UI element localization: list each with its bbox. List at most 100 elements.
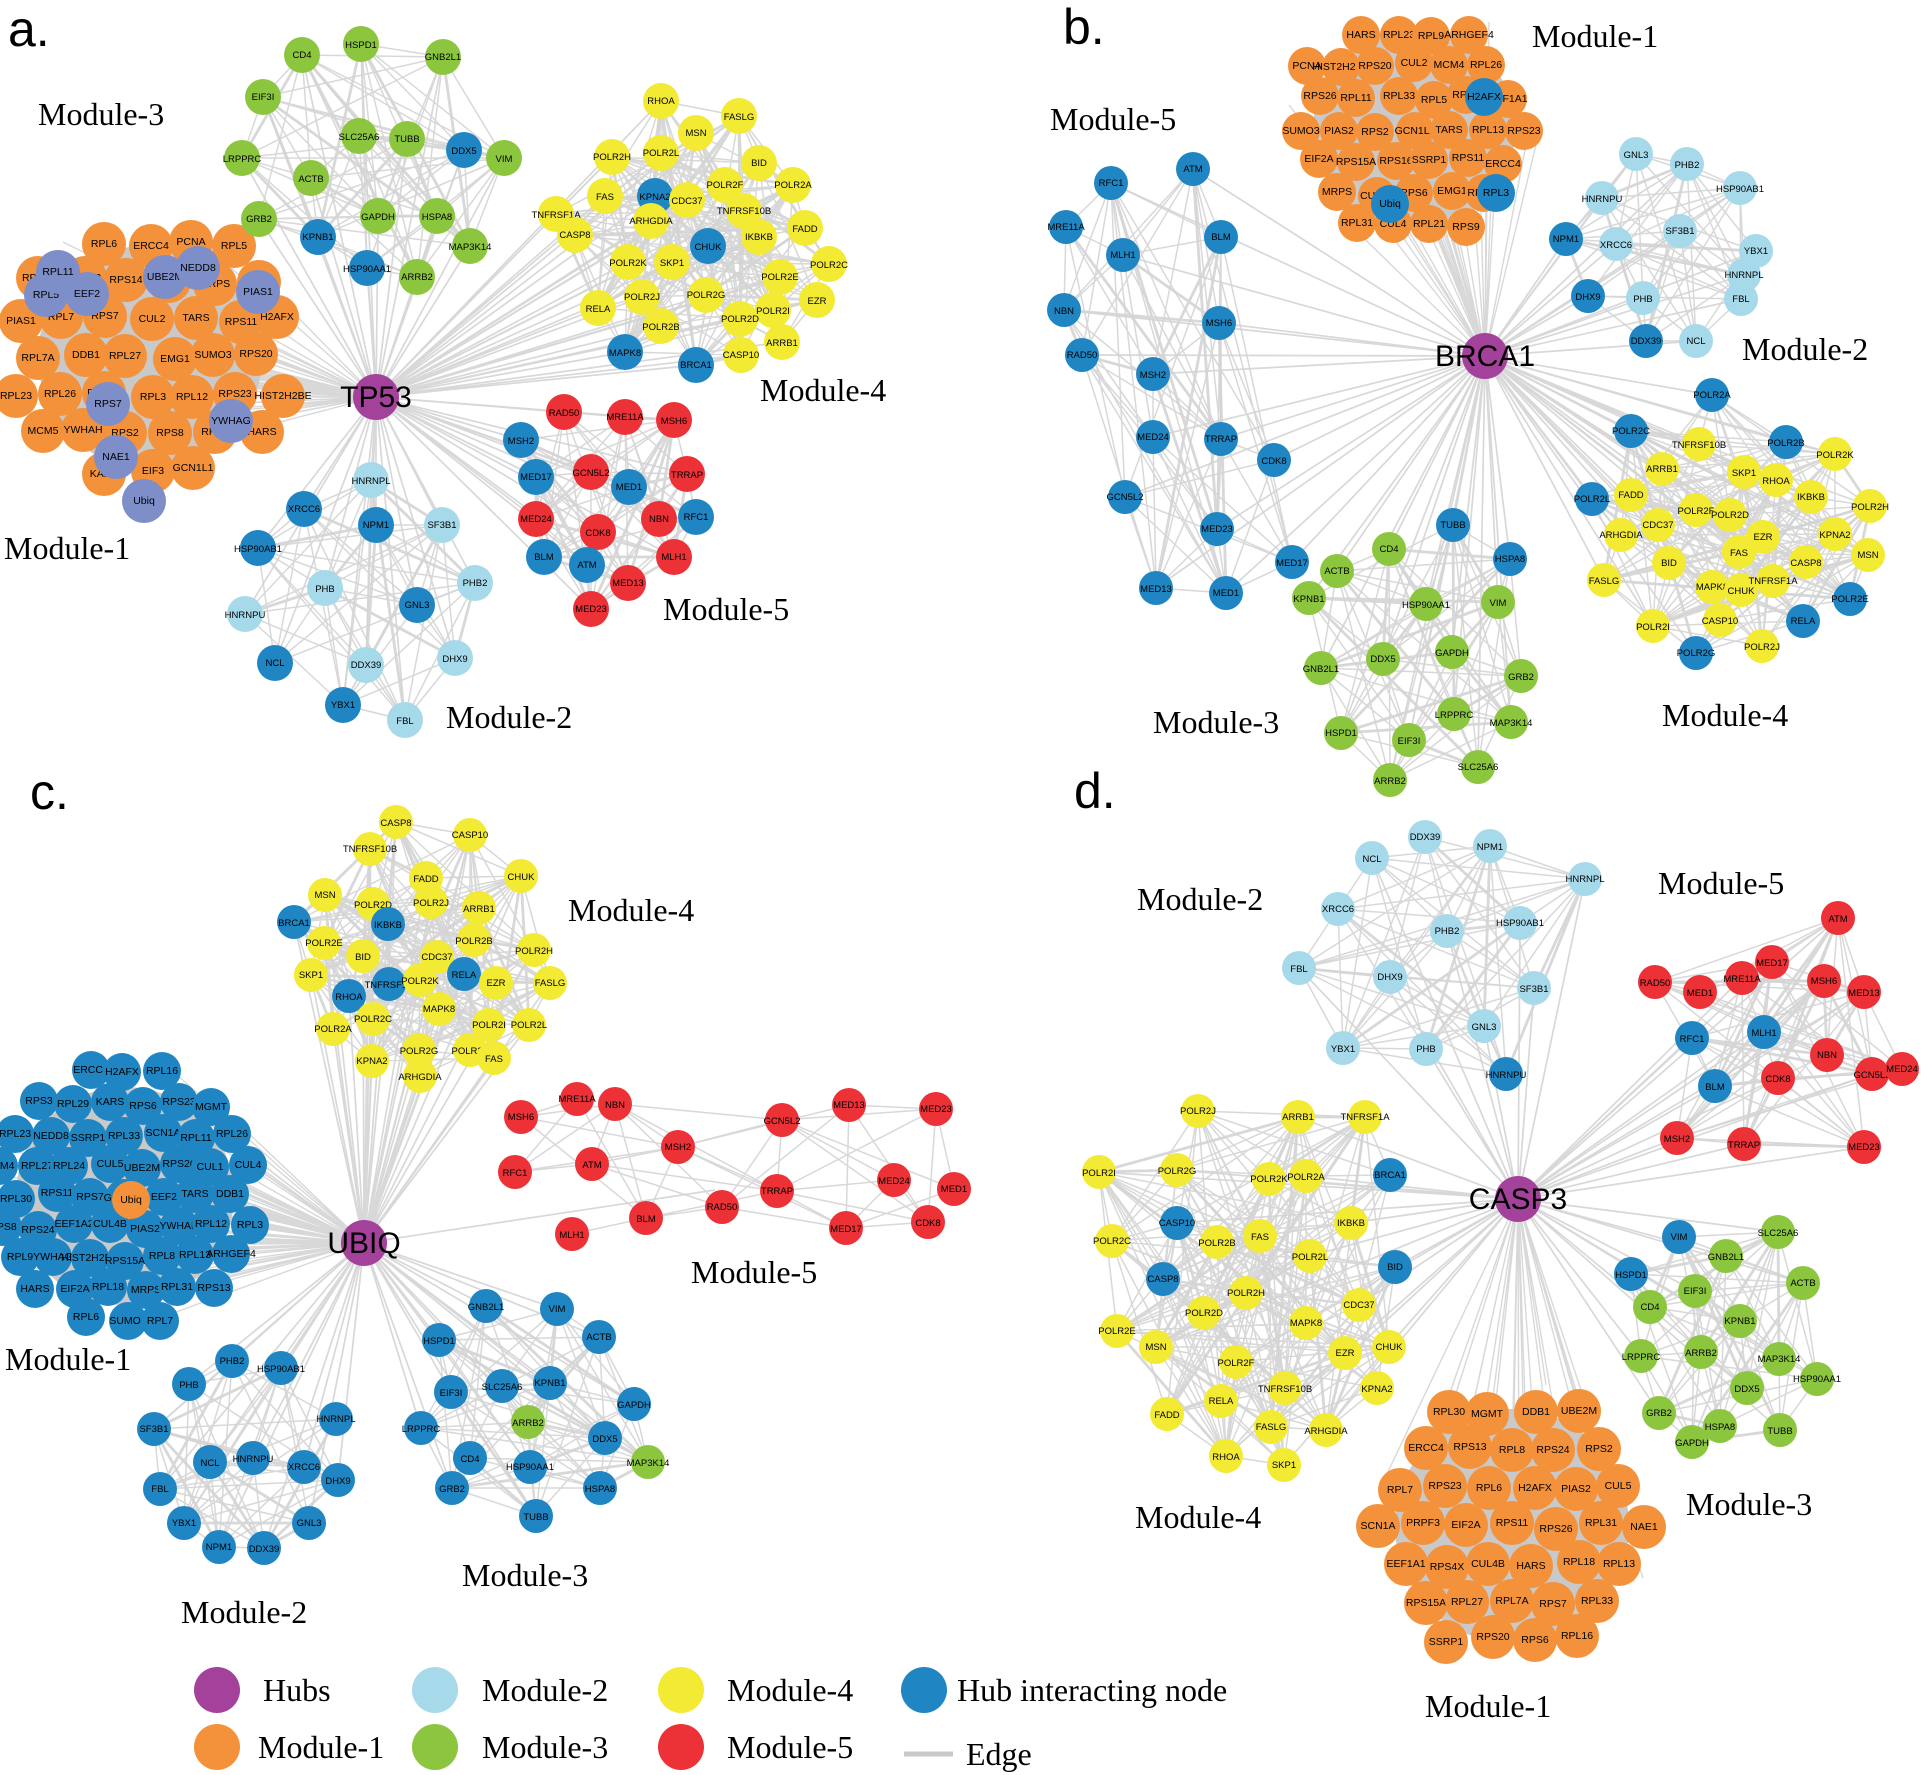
svg-text:HSPA8: HSPA8 bbox=[1495, 554, 1525, 565]
svg-text:RPS24: RPS24 bbox=[1536, 1444, 1569, 1456]
svg-text:RELA: RELA bbox=[586, 304, 611, 315]
svg-text:MAP3K14: MAP3K14 bbox=[1490, 718, 1533, 729]
svg-text:KPNA2: KPNA2 bbox=[1361, 1384, 1392, 1395]
svg-text:LRPPRC: LRPPRC bbox=[223, 154, 262, 165]
svg-text:HARS: HARS bbox=[247, 426, 276, 438]
svg-text:POLR2C: POLR2C bbox=[354, 1014, 392, 1025]
svg-text:BLM: BLM bbox=[1705, 1082, 1725, 1093]
svg-text:RPL26: RPL26 bbox=[1470, 59, 1502, 71]
svg-text:EIF2A: EIF2A bbox=[1304, 153, 1333, 165]
svg-text:POLR2F: POLR2F bbox=[707, 180, 744, 191]
svg-text:POLR2K: POLR2K bbox=[401, 976, 439, 987]
svg-text:TNFRSF10B: TNFRSF10B bbox=[343, 844, 397, 855]
svg-text:RHOA: RHOA bbox=[335, 992, 363, 1003]
svg-text:RPL11: RPL11 bbox=[180, 1132, 211, 1144]
svg-text:MSH6: MSH6 bbox=[1811, 976, 1837, 987]
svg-text:RPL7A: RPL7A bbox=[21, 352, 54, 364]
svg-text:POLR2E: POLR2E bbox=[761, 272, 799, 283]
svg-text:MRPS: MRPS bbox=[131, 1284, 161, 1296]
svg-text:RAD50: RAD50 bbox=[707, 1202, 738, 1213]
svg-text:HARS: HARS bbox=[1346, 29, 1375, 41]
svg-text:Edge: Edge bbox=[966, 1736, 1032, 1772]
svg-text:TRRAP: TRRAP bbox=[1205, 434, 1237, 445]
svg-text:RPL3: RPL3 bbox=[237, 1219, 263, 1231]
svg-text:EEF2: EEF2 bbox=[74, 288, 100, 300]
svg-text:YWHAH: YWHAH bbox=[63, 424, 102, 436]
svg-text:RPS3: RPS3 bbox=[25, 1095, 53, 1107]
svg-text:SLC25A6: SLC25A6 bbox=[339, 132, 380, 143]
svg-text:XRCC6: XRCC6 bbox=[1322, 904, 1354, 915]
svg-text:Module-4: Module-4 bbox=[727, 1672, 853, 1708]
svg-text:ARRB1: ARRB1 bbox=[1282, 1112, 1314, 1123]
svg-text:YBX1: YBX1 bbox=[1744, 246, 1768, 257]
svg-text:RAD50: RAD50 bbox=[549, 408, 580, 419]
svg-text:TNFRSF10B: TNFRSF10B bbox=[717, 206, 771, 217]
svg-text:POLR2I: POLR2I bbox=[472, 1020, 506, 1031]
svg-text:HNRNPL: HNRNPL bbox=[351, 476, 390, 487]
svg-text:MSH2: MSH2 bbox=[665, 1142, 691, 1153]
svg-text:RPS8: RPS8 bbox=[0, 1221, 17, 1233]
svg-text:SLC25A6: SLC25A6 bbox=[1458, 762, 1499, 773]
svg-text:Hubs: Hubs bbox=[263, 1672, 331, 1708]
svg-text:TUBB: TUBB bbox=[394, 134, 419, 145]
svg-text:FBL: FBL bbox=[1732, 294, 1749, 305]
svg-text:RPL31: RPL31 bbox=[161, 1281, 193, 1293]
svg-text:HARS: HARS bbox=[20, 1283, 49, 1295]
svg-text:RPL31: RPL31 bbox=[1585, 1517, 1617, 1529]
svg-text:Module-4: Module-4 bbox=[568, 892, 694, 928]
svg-text:KPNA2: KPNA2 bbox=[1819, 530, 1850, 541]
svg-text:POLR2L: POLR2L bbox=[643, 148, 679, 159]
svg-text:RPL13: RPL13 bbox=[1472, 124, 1504, 136]
svg-text:POLR2A: POLR2A bbox=[774, 180, 812, 191]
svg-text:RPS7: RPS7 bbox=[1539, 1598, 1567, 1610]
svg-text:RPS15A: RPS15A bbox=[105, 1255, 145, 1267]
svg-text:FASLG: FASLG bbox=[535, 978, 566, 989]
svg-text:HSPD1: HSPD1 bbox=[1615, 1270, 1647, 1281]
svg-text:HSP90AA1: HSP90AA1 bbox=[1402, 600, 1450, 611]
svg-text:H2AFX: H2AFX bbox=[1518, 1482, 1552, 1494]
svg-text:PIAS1: PIAS1 bbox=[243, 286, 273, 298]
svg-text:MAPK8: MAPK8 bbox=[609, 348, 641, 359]
svg-text:GAPDH: GAPDH bbox=[1435, 648, 1469, 659]
svg-text:RPL24: RPL24 bbox=[53, 1160, 85, 1172]
svg-text:CUL1: CUL1 bbox=[197, 1161, 224, 1173]
svg-text:KPNB1: KPNB1 bbox=[534, 1378, 565, 1389]
svg-text:RPL18: RPL18 bbox=[92, 1281, 124, 1293]
svg-text:EZR: EZR bbox=[1336, 1348, 1355, 1359]
svg-text:PIAS2: PIAS2 bbox=[1561, 1483, 1591, 1495]
svg-text:POLR2F: POLR2F bbox=[1678, 506, 1715, 517]
svg-text:RFC1: RFC1 bbox=[1680, 1034, 1705, 1045]
svg-text:FASLG: FASLG bbox=[724, 112, 755, 123]
svg-text:HSPA8: HSPA8 bbox=[585, 1484, 615, 1495]
svg-text:RPS13: RPS13 bbox=[197, 1282, 230, 1294]
svg-text:IKBKB: IKBKB bbox=[1337, 1218, 1365, 1229]
svg-text:BID: BID bbox=[1661, 558, 1677, 569]
svg-text:EIF2A: EIF2A bbox=[1451, 1519, 1480, 1531]
svg-text:SCN1A: SCN1A bbox=[1360, 1520, 1395, 1532]
svg-text:KPNB1: KPNB1 bbox=[1724, 1316, 1755, 1327]
svg-text:SSRP1: SSRP1 bbox=[71, 1132, 106, 1144]
svg-text:DDX39: DDX39 bbox=[1410, 832, 1441, 843]
svg-text:CHUK: CHUK bbox=[1728, 586, 1756, 597]
svg-text:NEDD8: NEDD8 bbox=[180, 262, 216, 274]
svg-text:GAPDH: GAPDH bbox=[1675, 1438, 1709, 1449]
svg-text:POLR2J: POLR2J bbox=[1744, 642, 1780, 653]
svg-text:MSH6: MSH6 bbox=[661, 416, 687, 427]
svg-text:SKP1: SKP1 bbox=[1272, 1460, 1296, 1471]
svg-text:RPS26: RPS26 bbox=[1539, 1523, 1572, 1535]
svg-text:RAD50: RAD50 bbox=[1067, 350, 1098, 361]
svg-text:RPL30: RPL30 bbox=[0, 1193, 32, 1205]
svg-text:POLR2C: POLR2C bbox=[810, 260, 848, 271]
svg-text:MED24: MED24 bbox=[1137, 432, 1169, 443]
svg-text:FAS: FAS bbox=[1730, 548, 1748, 559]
svg-text:PHB2: PHB2 bbox=[220, 1356, 245, 1367]
svg-text:CDK8: CDK8 bbox=[1765, 1074, 1790, 1085]
svg-text:RPL18: RPL18 bbox=[1563, 1556, 1595, 1568]
svg-text:ERCC4: ERCC4 bbox=[133, 240, 169, 252]
svg-text:MED23: MED23 bbox=[575, 604, 607, 615]
svg-text:Module-2: Module-2 bbox=[1742, 331, 1868, 367]
svg-text:ARHGDIA: ARHGDIA bbox=[1599, 530, 1643, 541]
svg-text:Module-3: Module-3 bbox=[1686, 1486, 1812, 1522]
svg-text:TNFRSF1A: TNFRSF1A bbox=[1748, 576, 1798, 587]
svg-text:Module-1: Module-1 bbox=[258, 1729, 384, 1765]
